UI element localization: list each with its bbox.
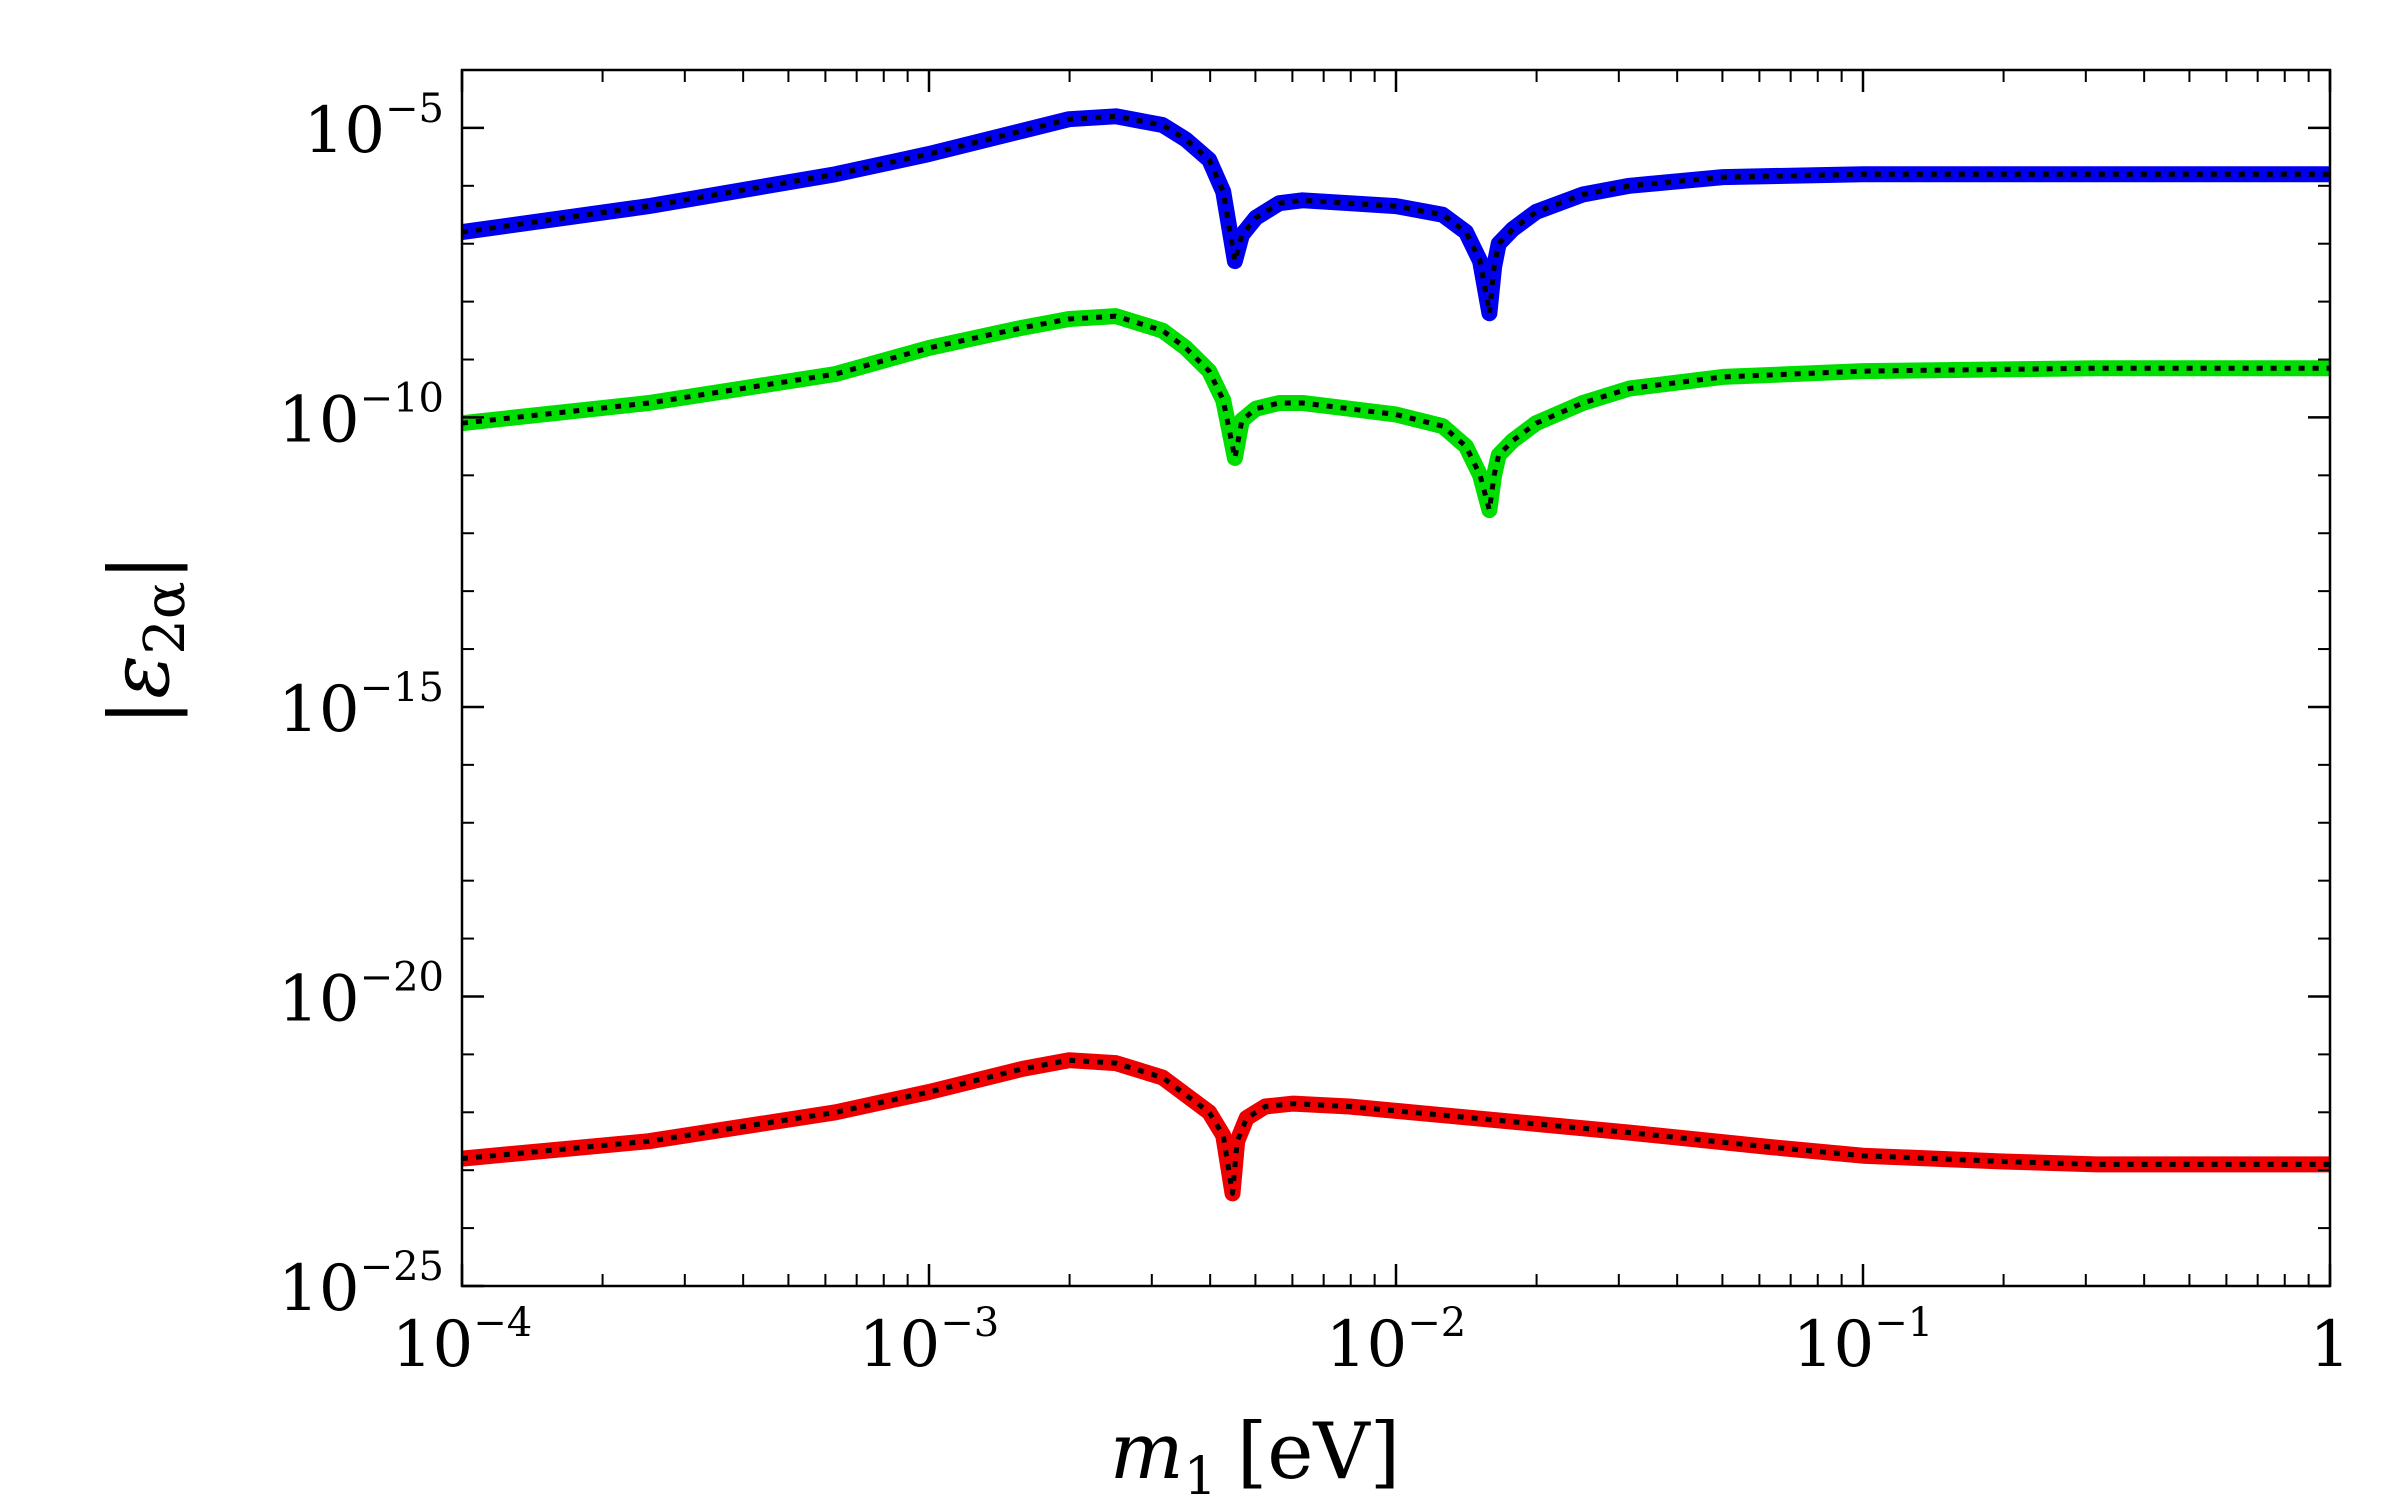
x-axis-unit: [eV] xyxy=(1237,1407,1400,1497)
x-axis-sub: 1 xyxy=(1184,1447,1217,1500)
y-axis-label: |ε2α| xyxy=(93,554,198,727)
y-axis-sub: 2α xyxy=(133,581,198,654)
x-tick-label: 1 xyxy=(2310,1308,2351,1382)
y-tick-label: 10−25 xyxy=(278,1244,444,1326)
minor-ticks xyxy=(462,69,2330,1286)
tick-labels: 10−4 10−3 10−2 10−1 1 10−5 10−10 10−15 10−20 10−2… xyxy=(278,86,2350,1382)
x-axis-var: m xyxy=(1110,1407,1184,1497)
y-tick-label: 10−10 xyxy=(278,375,444,457)
x-tick-label: 10−3 xyxy=(859,1300,999,1382)
series-overlay-blue xyxy=(461,113,2330,316)
series-overlay-red xyxy=(461,1057,2330,1196)
series-line-green xyxy=(461,308,2330,519)
major-ticks xyxy=(460,70,2332,1288)
series-layer xyxy=(460,108,2330,1202)
x-tick-label: 10−2 xyxy=(1326,1300,1466,1382)
x-tick-label: 10−4 xyxy=(392,1300,532,1382)
x-tick-label: 10−1 xyxy=(1793,1300,1933,1382)
y-tick-label: 10−5 xyxy=(304,86,444,168)
series-line-blue xyxy=(460,108,2330,322)
y-axis-var: ε xyxy=(93,655,188,699)
series-overlay-green xyxy=(461,313,2330,513)
y-tick-label: 10−20 xyxy=(278,954,444,1036)
x-axis-label: m1 [eV] xyxy=(1110,1407,1400,1500)
y-tick-label: 10−15 xyxy=(278,665,444,747)
